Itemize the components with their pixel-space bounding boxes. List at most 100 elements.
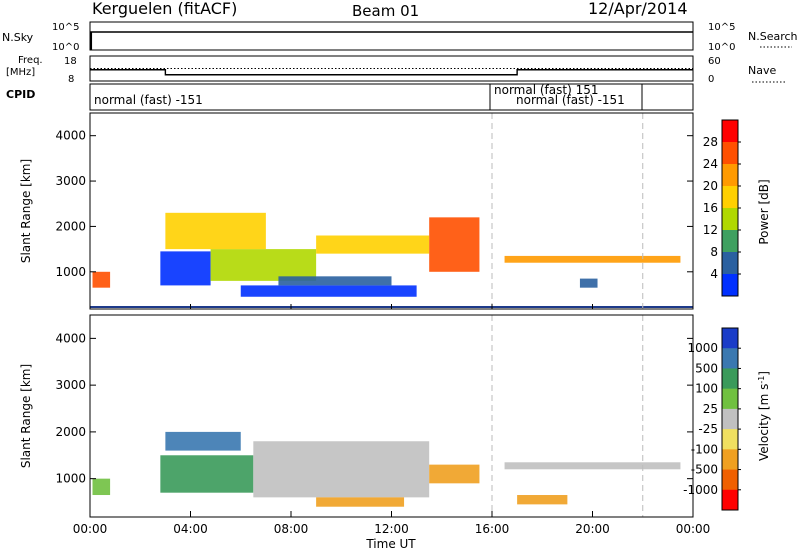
velocity-yticks: 4000 3000 2000 1000: [55, 331, 693, 486]
heatmap-cell: [92, 271, 111, 288]
colorbar-swatch: [722, 449, 738, 471]
colorbar-swatch: [722, 489, 738, 511]
colorbar-swatch: [722, 388, 738, 410]
x-tick-label: 04:00: [173, 522, 208, 536]
freq-tick-bottom: 8: [68, 74, 74, 85]
x-tick-label: 20:00: [575, 522, 610, 536]
cpid-strip-frame: [89, 83, 694, 111]
colorbar-swatch: [722, 429, 738, 450]
power-marker-lines: [491, 113, 644, 309]
x-tick-label: 08:00: [274, 522, 309, 536]
colorbar-tick-label: 28: [703, 135, 718, 149]
colorbar-tick-label: 24: [703, 157, 718, 171]
freq-label: Freq.: [18, 55, 43, 66]
date-title: 12/Apr/2014: [588, 0, 688, 18]
velocity-colorbar: 1000 500 100 25 -25 -100 -500 -1000: [683, 327, 741, 511]
station-title: Kerguelen (fitACF): [92, 0, 237, 18]
colorbar-swatch: [722, 120, 738, 143]
y-tick-label: 4000: [55, 331, 86, 345]
x-axis-ticks: 00:00 04:00 08:00 12:00 16:00 20:00 00:00: [73, 304, 711, 536]
colorbar-tick-label: -25: [698, 422, 718, 436]
colorbar-tick-label: 16: [703, 201, 718, 215]
x-tick-label: 16:00: [475, 522, 510, 536]
colorbar-swatch: [722, 408, 738, 430]
nave-label: Nave: [748, 64, 776, 77]
heatmap-cell: [165, 212, 266, 250]
y-tick-label: 3000: [55, 174, 86, 188]
colorbar-swatch: [722, 469, 738, 491]
colorbar-frame: [721, 327, 739, 511]
heatmap-cell: [579, 278, 598, 288]
colorbar-tick-label: 100: [695, 382, 718, 396]
colorbar-tick-label: 1000: [687, 341, 718, 355]
velocity-marker-lines: [491, 315, 644, 517]
heatmap-cell: [504, 462, 681, 470]
nave-tick-top: 60: [708, 56, 721, 67]
colorbar-swatch: [722, 186, 738, 209]
colorbar-tick-label: 12: [703, 223, 718, 237]
power-colorbar-label: Power [dB]: [757, 179, 771, 244]
x-tick-label: 00:00: [676, 522, 711, 536]
power-heatmap: [90, 212, 693, 308]
y-tick-label: 1000: [55, 472, 86, 486]
nsky-tick-top: 10^5: [52, 22, 79, 33]
heatmap-cell: [278, 276, 392, 286]
nave-tick-bottom: 0: [708, 74, 714, 85]
nsearch-label: N.Search: [748, 30, 798, 43]
colorbar-tick-label: -100: [691, 442, 718, 456]
power-colorbar: 28 24 20 16 12 8 4: [703, 119, 741, 297]
nsearch-tick-bottom: 10^0: [708, 42, 735, 53]
colorbar-tick-label: 500: [695, 361, 718, 375]
velocity-ylabel: Slant Range [km]: [19, 364, 33, 468]
heatmap-cell: [253, 441, 430, 498]
nsearch-tick-top: 10^5: [708, 22, 735, 33]
cpid-label: CPID: [6, 88, 35, 101]
cpid-segment-3: normal (fast) -151: [516, 93, 625, 107]
power-yticks: 4000 3000 2000 1000: [55, 129, 693, 279]
colorbar-swatch: [722, 164, 738, 187]
freq-unit: [MHz]: [6, 67, 35, 78]
heatmap-cell: [165, 431, 241, 451]
nsky-tick-bottom: 10^0: [52, 42, 79, 53]
freq-tick-top: 18: [64, 56, 77, 67]
frequency-trace: [90, 69, 693, 76]
beam-title: Beam 01: [352, 2, 419, 20]
heatmap-cell: [429, 217, 480, 272]
heatmap-cell: [92, 478, 111, 496]
heatmap-cell: [429, 464, 480, 484]
colorbar-swatch: [722, 368, 738, 390]
x-tick-label: 00:00: [73, 522, 108, 536]
y-tick-label: 1000: [55, 265, 86, 279]
colorbar-swatch: [722, 142, 738, 165]
freq-line: [90, 68, 693, 76]
colorbar-tick-label: 20: [703, 179, 718, 193]
heatmap-cell: [160, 455, 254, 493]
nsky-strip-frame: [89, 21, 694, 51]
heatmap-cell: [160, 251, 211, 286]
nsky-label: N.Sky: [2, 31, 34, 44]
y-tick-label: 4000: [55, 129, 86, 143]
colorbar-swatch: [722, 348, 738, 369]
y-tick-label: 2000: [55, 425, 86, 439]
velocity-heatmap: [92, 431, 681, 507]
colorbar-swatch: [722, 252, 738, 275]
colorbar-tick-label: -1000: [683, 483, 718, 497]
power-ylabel: Slant Range [km]: [19, 159, 33, 263]
colorbar-swatch: [722, 274, 738, 297]
colorbar-tick-label: 8: [710, 245, 718, 259]
heatmap-cell: [517, 495, 568, 505]
cpid-segment-1: normal (fast) -151: [94, 93, 203, 107]
velocity-colorbar-label: Velocity [m s-1]: [757, 371, 771, 461]
heatmap-cell: [316, 235, 430, 254]
heatmap-cell: [316, 497, 405, 507]
colorbar-swatch: [722, 230, 738, 253]
x-axis-label: Time UT: [365, 537, 416, 551]
colorbar-tick-label: 4: [710, 267, 718, 281]
y-tick-label: 2000: [55, 219, 86, 233]
colorbar-tick-label: -500: [691, 463, 718, 477]
nsky-line: [90, 31, 693, 50]
colorbar-swatch: [722, 208, 738, 231]
nsky-trace: [90, 31, 693, 50]
x-tick-label: 12:00: [374, 522, 409, 536]
